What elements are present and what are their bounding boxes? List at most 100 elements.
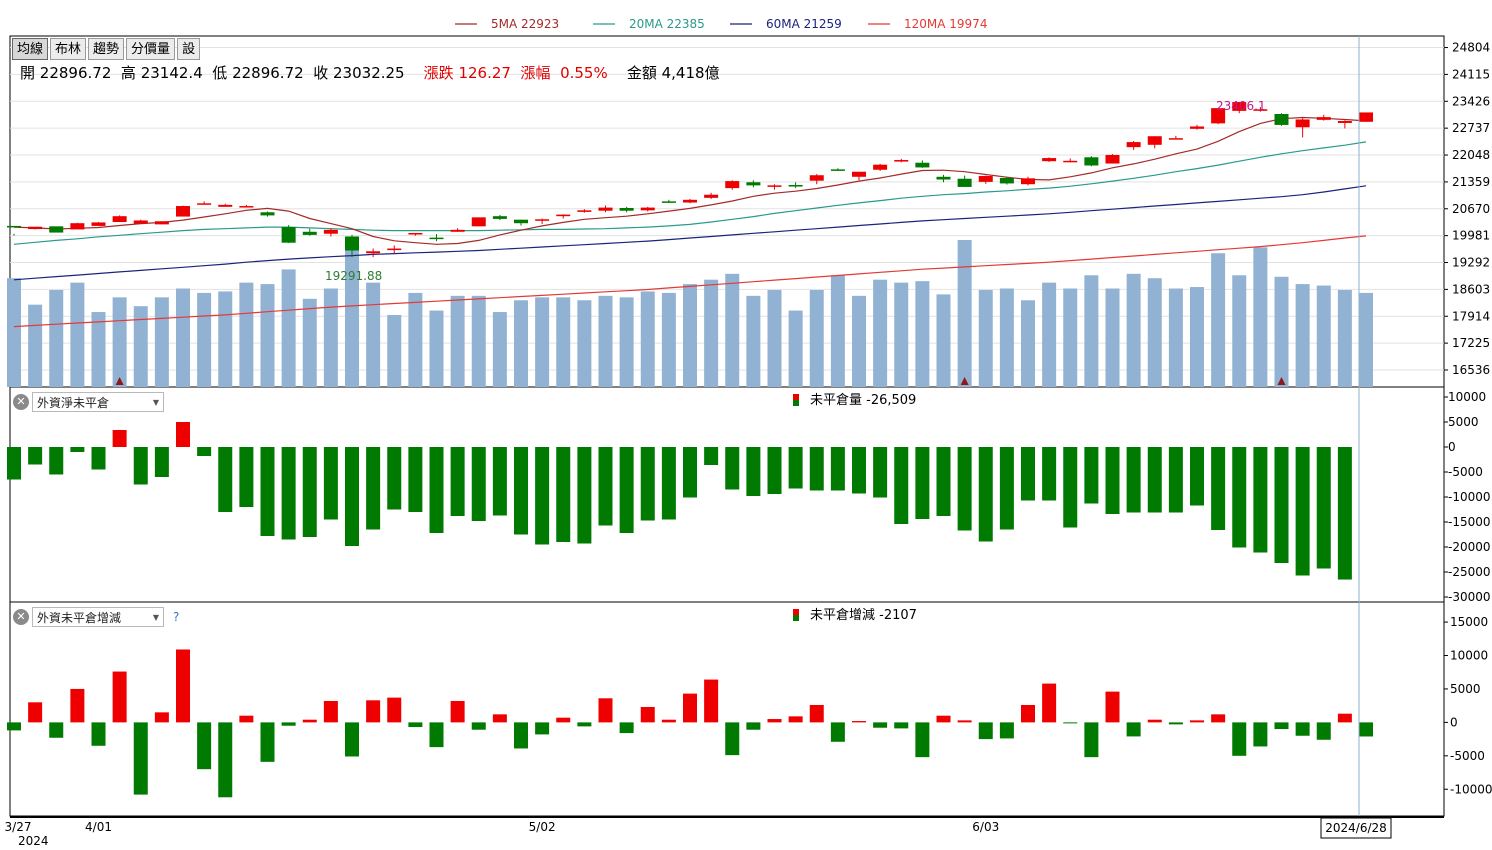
volume-bar [154,297,169,387]
event-marker-icon [960,377,969,385]
candle-body [598,207,613,211]
candle-body [873,164,888,170]
volume-bar [556,297,571,387]
candle-body [1084,157,1099,166]
volume-bar [999,288,1014,387]
volume-bar [1168,288,1183,387]
price-tick-label: 19292 [1452,256,1490,270]
oi-change-bar [28,702,43,723]
settings-button[interactable]: 設 [177,38,201,60]
oi-change-legend-swatch-down [793,615,799,621]
candle-body [830,169,845,171]
volume-bar [598,295,613,387]
candle-body [725,181,740,189]
volume-bar [239,282,254,387]
oi-tick-label: -25000 [1448,565,1491,579]
volume-bar [112,297,127,387]
candle-body [1359,112,1373,122]
oi-bar [260,447,275,536]
volume-bar [1211,253,1226,387]
oi-bar [429,447,444,533]
oi-bar [957,447,972,531]
oi-change-bar [556,717,571,723]
oi-bar [725,447,740,490]
candle-body [661,201,676,203]
close-panel2-icon[interactable]: ✕ [13,394,29,410]
volume-bar [1190,287,1204,387]
oi-tick-label: -20000 [1448,540,1491,554]
volume-bar [1274,276,1289,387]
ma120-line [13,235,1367,328]
volume-bar [429,310,444,387]
oi-change-bar [1232,722,1247,756]
oi-bar [7,447,21,480]
candle-body [999,177,1014,184]
volume-bar [366,282,381,387]
oi-change-bar [1168,722,1183,725]
volume-bar [936,294,951,387]
oi-bar [323,447,338,520]
oi-change-bar [704,679,719,723]
oi-change-bar [619,722,634,734]
oi-change-bar [450,700,465,723]
oi-bar [70,447,85,452]
volume-bar [176,288,190,387]
oi-change-bar [1021,704,1035,723]
candle-body [1021,178,1035,185]
candle-body [408,232,423,235]
price-tick-label: 16536 [1452,363,1490,377]
price-tick-label: 19981 [1452,229,1490,243]
bollinger-button[interactable]: 布林 [50,38,87,60]
oi-change-bar [746,722,761,730]
oi-bar [556,447,571,542]
volume-bar [767,289,782,387]
volume-bar [1021,300,1035,387]
help-icon[interactable]: ? [173,610,180,624]
volume-bar [260,284,275,387]
oi-change-tick-label: -5000 [1450,749,1485,763]
x-tick-label: 3/27 [5,820,32,834]
oi-bar [830,447,845,491]
panel3-dropdown[interactable]: 外資未平倉增減 ▼ [32,607,164,627]
panel2-dropdown[interactable]: 外資淨未平倉 ▼ [32,392,164,412]
oi-bar [661,447,676,520]
oi-change-bar [133,722,148,795]
x-tick-label: 5/02 [529,820,556,834]
oi-bar [978,447,993,542]
oi-change-bar [661,719,676,723]
oi-change-bar [1253,722,1268,747]
oi-bar [1105,447,1120,514]
volume-bar [471,295,486,387]
oi-bar [471,447,486,521]
oi-tick-label: -5000 [1448,465,1483,479]
oi-bar [281,447,296,540]
event-marker-icon [1277,377,1286,385]
oi-change-bar [302,719,317,723]
candle-body [49,226,64,233]
ohlc-info: 開 22896.72 高 23142.4 低 22896.72 收 23032.… [20,62,720,83]
volume-bar [619,297,634,387]
price-volume-button[interactable]: 分價量 [126,38,176,60]
candle-body [302,231,317,235]
candle-body [852,171,866,177]
oi-bar [1295,447,1310,576]
panel3-dropdown-label: 外資未平倉增減 [37,611,122,625]
oi-legend-label: 未平倉量 -26,509 [810,393,916,408]
volume-bar [1126,273,1141,387]
oi-bar [936,447,951,516]
candle-body [640,207,655,211]
volume-bar [1084,275,1099,387]
oi-bar [408,447,423,512]
cursor-date-box [1320,817,1392,839]
oi-change-bar [154,712,169,723]
oi-change-bar [1042,683,1057,723]
close-panel3-icon[interactable]: ✕ [13,609,29,625]
ma-button[interactable]: 均線 [12,38,49,60]
volume-bar [957,240,972,387]
volume-bar [514,300,528,387]
trend-button[interactable]: 趨勢 [88,38,125,60]
candle-body [1190,126,1204,129]
oi-change-bar [323,700,338,723]
oi-bar [1084,447,1099,504]
